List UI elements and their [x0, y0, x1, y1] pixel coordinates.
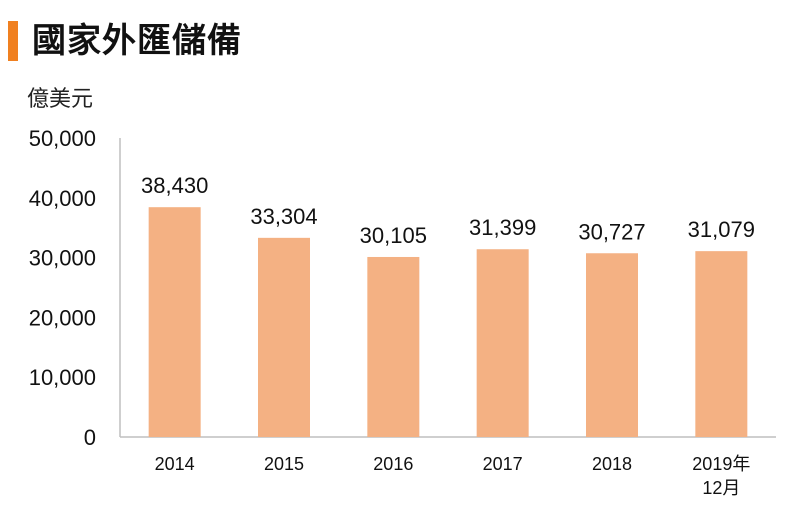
x-category-label: 2014 [155, 454, 195, 474]
x-category-label: 2015 [264, 454, 304, 474]
bars [148, 207, 748, 437]
x-category-label: 2019年 12月 [692, 454, 750, 498]
bar [586, 253, 638, 437]
bar-value-label: 30,727 [578, 219, 645, 244]
y-tick-label: 40,000 [29, 186, 96, 211]
data-labels: 38,430 33,304 30,105 31,399 30,727 31,079 [141, 173, 755, 248]
bar [148, 207, 201, 437]
y-tick-label: 0 [84, 425, 96, 450]
y-tick-label: 10,000 [29, 365, 96, 390]
x-axis: 2014 2015 2016 2017 2018 2019年 12月 [120, 436, 776, 498]
bar-value-label: 33,304 [250, 204, 317, 229]
bar [695, 251, 748, 437]
bar [258, 237, 310, 437]
x-category-label: 2017 [483, 454, 523, 474]
bar-value-label: 38,430 [141, 173, 208, 198]
y-axis-unit-label: 億美元 [27, 87, 94, 112]
bar [476, 249, 529, 437]
bar [367, 256, 420, 437]
bar-value-label: 30,105 [360, 223, 427, 248]
bar-value-label: 31,079 [688, 217, 755, 242]
y-tick-label: 30,000 [29, 246, 96, 271]
chart-title: 國家外匯儲備 [32, 21, 242, 61]
x-category-label: 2016 [373, 454, 413, 474]
y-tick-label: 20,000 [29, 305, 96, 330]
y-tick-label: 50,000 [29, 126, 96, 151]
y-axis: 0 10,000 20,000 30,000 40,000 50,000 [29, 126, 121, 450]
title-accent-bar [8, 21, 18, 61]
x-category-label: 2018 [592, 454, 632, 474]
bar-value-label: 31,399 [469, 215, 536, 240]
